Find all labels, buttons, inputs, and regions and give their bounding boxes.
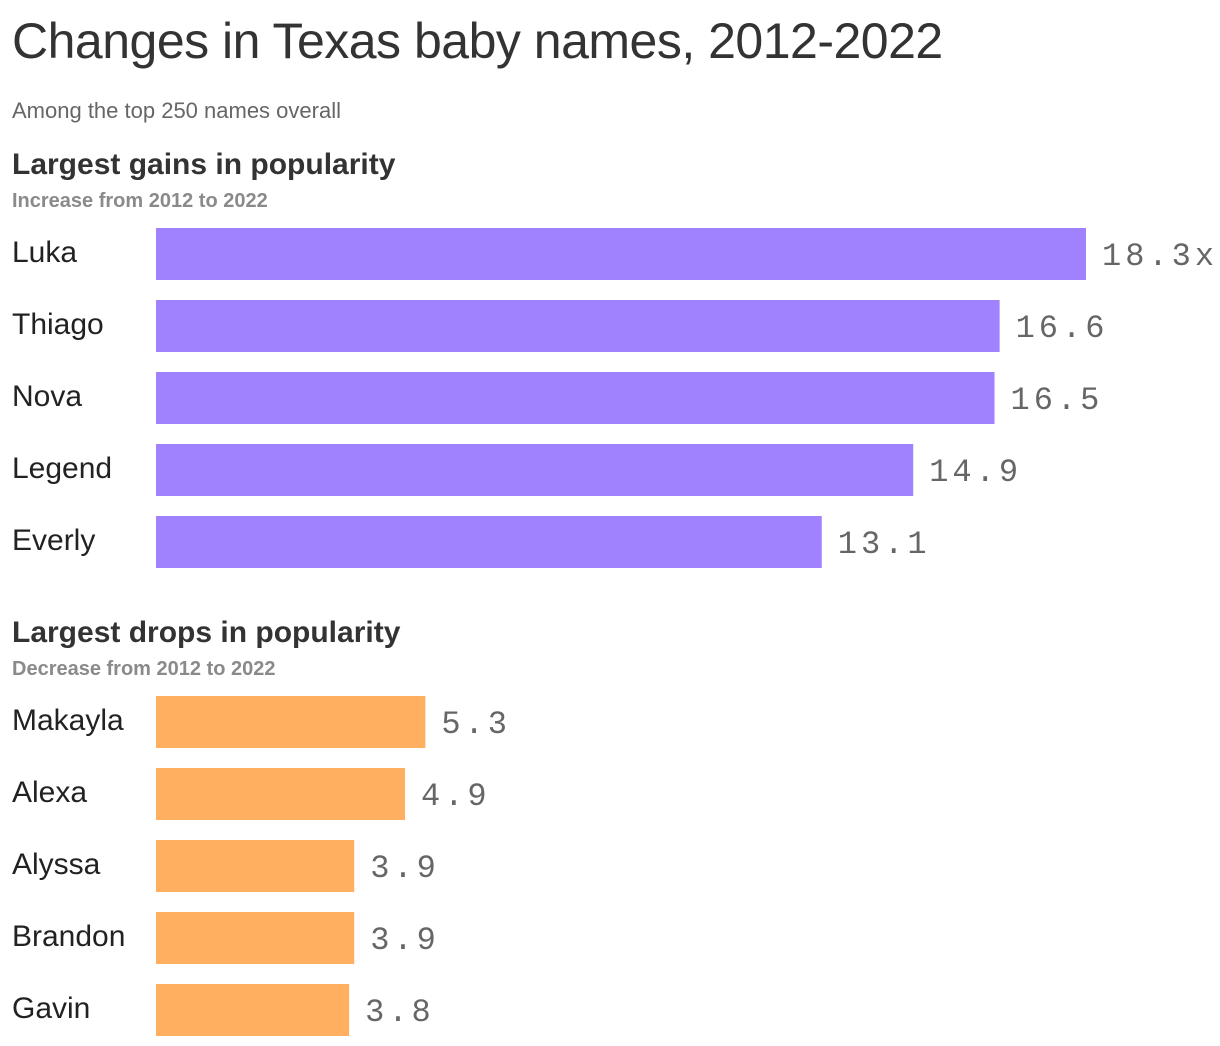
gain-bar-everly xyxy=(156,516,822,568)
category-label: Luka xyxy=(12,236,77,269)
category-label: Everly xyxy=(12,524,95,557)
value-label: 14.9 xyxy=(929,454,1022,491)
chart-subtitle: Among the top 250 names overall xyxy=(12,98,341,123)
value-label: 5.3 xyxy=(441,706,511,743)
category-label: Makayla xyxy=(12,704,124,737)
category-label: Alyssa xyxy=(12,848,101,881)
drops-panel-subtitle: Decrease from 2012 to 2022 xyxy=(12,658,276,680)
drop-bar-alexa xyxy=(156,768,406,820)
category-label: Brandon xyxy=(12,920,125,953)
value-label: 4.9 xyxy=(421,778,491,815)
gains-panel-title: Largest gains in popularity xyxy=(12,148,396,181)
gain-bar-legend xyxy=(156,444,914,496)
drop-bar-gavin xyxy=(156,984,350,1036)
value-label: 18.3x xyxy=(1102,238,1218,275)
drop-bar-makayla xyxy=(156,696,426,748)
value-label: 3.9 xyxy=(370,922,440,959)
chart-title: Changes in Texas baby names, 2012-2022 xyxy=(12,13,943,69)
drop-bar-brandon xyxy=(156,912,355,964)
gain-bar-luka xyxy=(156,228,1086,280)
category-label: Gavin xyxy=(12,992,90,1025)
value-label: 16.5 xyxy=(1011,382,1104,419)
value-label: 3.8 xyxy=(365,994,435,1031)
category-label: Thiago xyxy=(12,308,104,341)
category-label: Alexa xyxy=(12,776,87,809)
value-label: 3.9 xyxy=(370,850,440,887)
value-label: 16.6 xyxy=(1016,310,1109,347)
category-label: Nova xyxy=(12,380,82,413)
gain-bar-thiago xyxy=(156,300,1000,352)
category-label: Legend xyxy=(12,452,112,485)
value-label: 13.1 xyxy=(838,526,931,563)
drop-bar-alyssa xyxy=(156,840,355,892)
gain-bar-nova xyxy=(156,372,995,424)
gains-panel-subtitle: Increase from 2012 to 2022 xyxy=(12,190,268,212)
drops-panel-title: Largest drops in popularity xyxy=(12,616,401,649)
